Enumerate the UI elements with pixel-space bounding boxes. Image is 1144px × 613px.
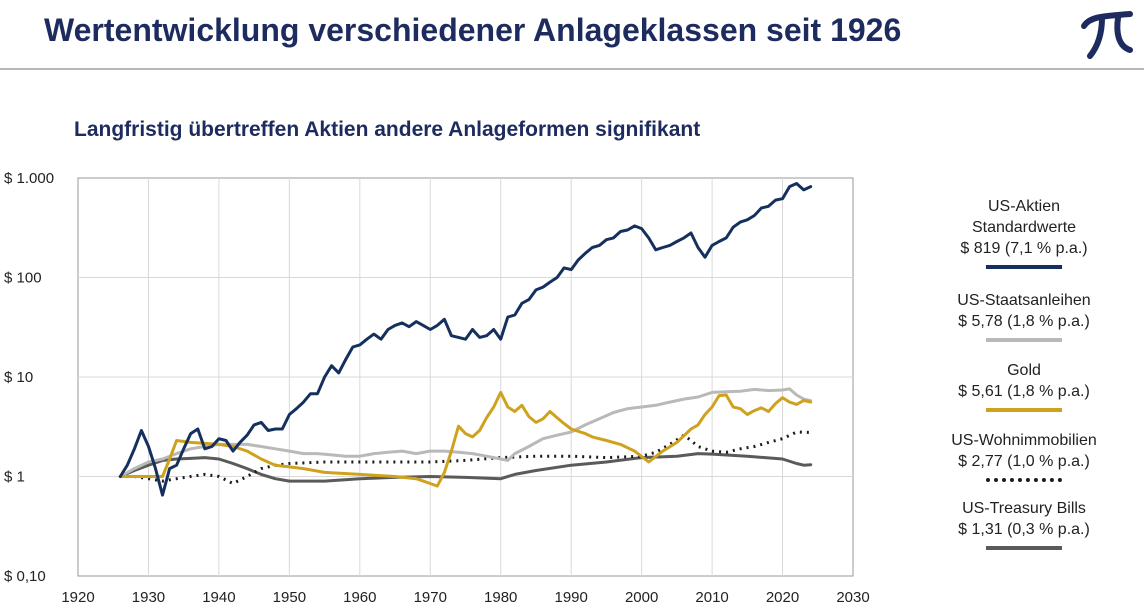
series-line-0 <box>118 182 813 497</box>
x-tick-label: 2000 <box>625 589 658 606</box>
pi-logo-icon <box>1081 11 1133 59</box>
legend-swatch <box>986 265 1062 269</box>
x-tick-label: 2010 <box>695 589 728 606</box>
x-tick-label: 1970 <box>414 589 447 606</box>
legend-swatch <box>986 478 1062 482</box>
y-tick-label: $ 10 <box>4 369 33 386</box>
y-tick-label: $ 100 <box>4 270 42 287</box>
page-title: Wertentwicklung verschiedener Anlageklas… <box>44 12 902 48</box>
legend-label: Gold $ 5,61 (1,8 % p.a.) <box>958 362 1090 400</box>
series-line-2 <box>118 390 813 488</box>
y-tick-label: $ 1.000 <box>4 170 54 187</box>
legend-item: US-Treasury Bills $ 1,31 (0,3 % p.a.) <box>912 498 1136 550</box>
legend-swatch <box>986 546 1062 550</box>
x-tick-label: 1960 <box>343 589 376 606</box>
x-tick-label: 2030 <box>836 589 869 606</box>
x-tick-label: 1940 <box>202 589 235 606</box>
legend-swatch <box>986 338 1062 342</box>
legend-label: US-Aktien Standardwerte $ 819 (7,1 % p.a… <box>960 198 1088 257</box>
y-tick-label: $ 0,10 <box>4 568 46 585</box>
chart-title: Langfristig übertreffen Aktien andere An… <box>74 118 701 141</box>
legend-item: US-Aktien Standardwerte $ 819 (7,1 % p.a… <box>912 196 1136 269</box>
y-tick-label: $ 1 <box>4 469 25 486</box>
legend-label: US-Staatsanleihen $ 5,78 (1,8 % p.a.) <box>957 292 1091 330</box>
legend-label: US-Treasury Bills $ 1,31 (0,3 % p.a.) <box>958 500 1090 538</box>
x-tick-label: 1920 <box>61 589 94 606</box>
x-tick-label: 1930 <box>132 589 165 606</box>
x-tick-label: 1950 <box>273 589 306 606</box>
legend-label: US-Wohnimmobilien $ 2,77 (1,0 % p.a.) <box>951 432 1097 470</box>
x-tick-label: 1990 <box>554 589 587 606</box>
header-divider <box>0 68 1144 70</box>
x-tick-label: 1980 <box>484 589 517 606</box>
x-tick-label: 2020 <box>766 589 799 606</box>
legend-item: US-Wohnimmobilien $ 2,77 (1,0 % p.a.) <box>912 430 1136 482</box>
series-line-1 <box>118 387 813 478</box>
legend-swatch <box>986 408 1062 412</box>
legend-item: US-Staatsanleihen $ 5,78 (1,8 % p.a.) <box>912 290 1136 342</box>
legend-item: Gold $ 5,61 (1,8 % p.a.) <box>912 360 1136 412</box>
